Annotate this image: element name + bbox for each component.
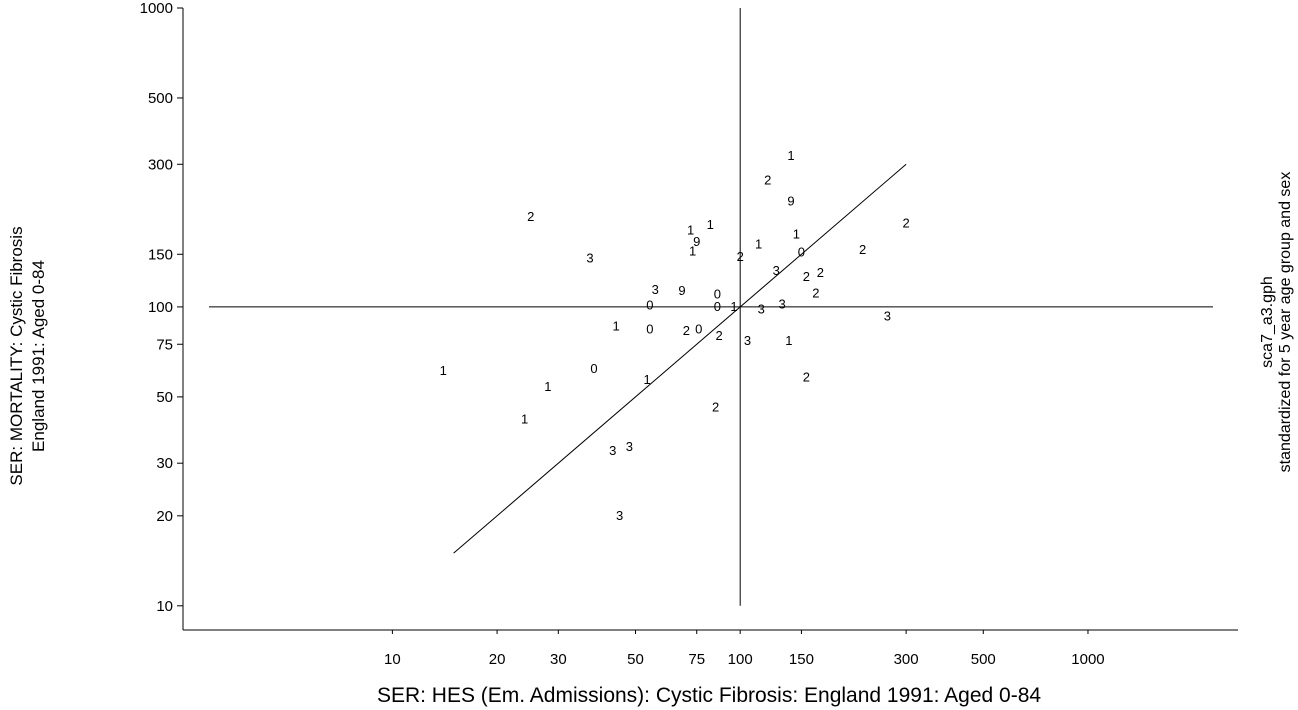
fit-line-group (453, 163, 907, 554)
data-point: 0 (646, 322, 653, 337)
data-point: 1 (730, 299, 737, 314)
data-point: 2 (803, 370, 810, 385)
fit-line (453, 163, 907, 554)
y-tick-label: 150 (148, 246, 173, 263)
data-point: 9 (678, 283, 685, 298)
x-tick-label: 300 (894, 651, 919, 668)
x-tick-label: 150 (789, 651, 814, 668)
data-point: 1 (687, 223, 694, 238)
side-note-line-1: sca7_a3.gph (1259, 276, 1276, 368)
side-note-line-2: standardized for 5 year age group and se… (1277, 172, 1294, 473)
data-point: 1 (787, 148, 794, 163)
plot-area: 10 20 30 50 75 100 150 300 500 1000 1020305075100… (140, 0, 1238, 668)
y-tick-label: 50 (156, 389, 173, 406)
x-tick-label: 1000 (1071, 651, 1104, 668)
y-axis-title-line-1: SER: MORTALITY: Cystic Fibrosis (7, 226, 26, 485)
x-tick-label: 20 (489, 651, 506, 668)
x-tick-label: 50 (627, 651, 644, 668)
data-point: 0 (695, 322, 702, 337)
data-point: 2 (527, 209, 534, 224)
y-tick-label: 500 (148, 90, 173, 107)
data-point: 2 (712, 400, 719, 415)
data-point: 0 (590, 361, 597, 376)
x-axis-ticks: 10 20 30 50 75 100 150 300 500 1000 (384, 630, 1105, 668)
data-point: 1 (755, 236, 762, 251)
y-axis-title-line-2: England 1991: Aged 0-84 (29, 260, 48, 452)
data-point: 1 (544, 379, 551, 394)
y-tick-label: 300 (148, 156, 173, 173)
data-point: 3 (652, 282, 659, 297)
data-point: 1 (613, 318, 620, 333)
data-point: 2 (817, 265, 824, 280)
data-point: 3 (626, 439, 633, 454)
y-axis-title: SER: MORTALITY: Cystic Fibrosis England … (7, 226, 48, 485)
side-note: sca7_a3.gph standardized for 5 year age … (1259, 172, 1294, 473)
data-point: 2 (859, 242, 866, 257)
data-point: 1 (440, 363, 447, 378)
data-point: 3 (586, 251, 593, 266)
data-point: 3 (609, 443, 616, 458)
y-tick-label: 30 (156, 455, 173, 472)
data-point: 1 (521, 412, 528, 427)
y-tick-label: 1000 (140, 0, 173, 17)
data-point: 2 (716, 328, 723, 343)
data-point: 0 (714, 299, 721, 314)
y-axis-ticks: 10 20 30 50 75 100 150 300 500 1000 (140, 0, 183, 615)
reference-lines (209, 8, 1213, 606)
data-point: 3 (758, 302, 765, 317)
data-point: 3 (744, 333, 751, 348)
y-tick-label: 10 (156, 598, 173, 615)
data-point: 0 (646, 298, 653, 313)
data-point: 2 (803, 269, 810, 284)
x-tick-label: 30 (550, 651, 567, 668)
x-tick-label: 10 (384, 651, 401, 668)
data-point: 3 (779, 296, 786, 311)
x-tick-label: 75 (688, 651, 705, 668)
data-point: 1 (793, 226, 800, 241)
data-point: 2 (737, 249, 744, 264)
y-tick-label: 100 (148, 299, 173, 316)
data-point: 9 (693, 234, 700, 249)
data-point: 2 (764, 172, 771, 187)
data-point: 3 (616, 508, 623, 523)
data-point: 1 (689, 244, 696, 259)
data-point: 9 (787, 194, 794, 209)
data-point: 3 (884, 308, 891, 323)
x-tick-label: 100 (728, 651, 753, 668)
data-point: 3 (773, 263, 780, 278)
y-tick-label: 75 (156, 336, 173, 353)
data-point: 2 (683, 323, 690, 338)
y-tick-label: 20 (156, 508, 173, 525)
data-point: 0 (798, 245, 805, 260)
data-point: 1 (643, 372, 650, 387)
x-axis-title: SER: HES (Em. Admissions): Cystic Fibros… (377, 684, 1041, 707)
data-point: 2 (903, 216, 910, 231)
data-point: 0 (714, 287, 721, 302)
data-point: 2 (812, 285, 819, 300)
data-point: 1 (707, 217, 714, 232)
x-tick-label: 500 (971, 651, 996, 668)
data-point: 1 (785, 333, 792, 348)
